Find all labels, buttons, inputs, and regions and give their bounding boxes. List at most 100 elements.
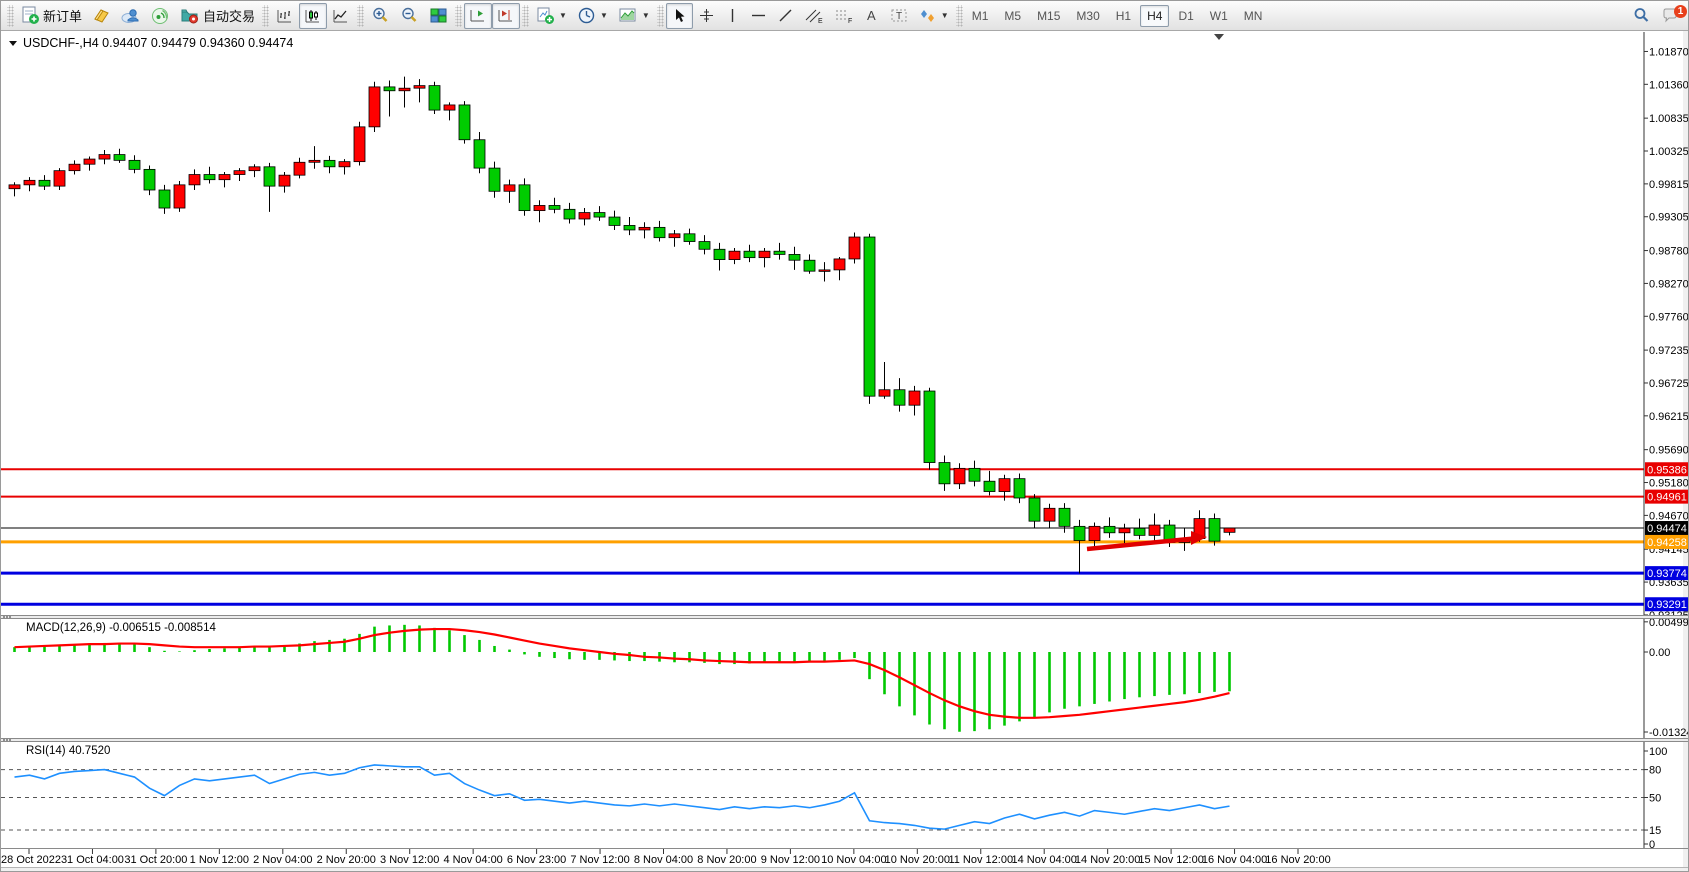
candlestick-chart-icon [305, 9, 320, 22]
candle-body [248, 166, 261, 172]
autotrade-button[interactable]: 自动交易 [175, 3, 260, 29]
candle-body [38, 179, 51, 187]
cursor-tool-button[interactable] [665, 2, 693, 29]
timeframe-m15[interactable]: M15 [1037, 8, 1061, 23]
periods-button[interactable]: ▼ [572, 3, 613, 29]
toolbar-grip[interactable] [7, 4, 14, 27]
candle-body [158, 189, 171, 209]
timeframe-mn[interactable]: MN [1243, 8, 1263, 23]
separator-grip[interactable] [3, 739, 5, 741]
tile-windows-button[interactable] [424, 3, 453, 29]
candle-body [773, 250, 786, 255]
crosshair-tool-button[interactable] [693, 3, 720, 29]
svg-text:F: F [848, 18, 852, 24]
text-tool-button[interactable]: A [859, 3, 885, 29]
templates-caret-icon: ▼ [641, 11, 650, 20]
timeframe-m30[interactable]: M30 [1076, 8, 1100, 23]
notification-badge: 1 [1674, 4, 1687, 18]
new-order-button[interactable]: 新订单 [16, 3, 87, 29]
timeframe-h1[interactable]: H1 [1115, 8, 1132, 23]
symbol-dropdown-icon[interactable] [9, 41, 17, 46]
main-pane[interactable] [1, 34, 1644, 606]
toolbar-grip[interactable] [262, 4, 270, 27]
history-center-button[interactable] [87, 3, 116, 29]
fibonacci-tool-button[interactable]: F [829, 3, 859, 29]
toolbar-grip[interactable] [955, 4, 963, 27]
price-tick-label: 0.97760 [1649, 311, 1689, 323]
pane-separator[interactable] [1, 615, 1689, 619]
chart-shift-button[interactable] [492, 2, 521, 29]
vertical-line-tool-button[interactable] [720, 3, 745, 29]
equidistant-channel-icon: E [805, 9, 823, 24]
notifications-button[interactable]: 1 [1656, 3, 1687, 29]
trendline-tool-button[interactable] [772, 3, 799, 29]
price-badge-label: 0.93774 [1647, 568, 1687, 580]
time-tick-label: 31 Oct 20:00 [124, 854, 187, 866]
candle-body [278, 174, 291, 187]
separator-grip[interactable] [3, 616, 5, 618]
toolbar-grip[interactable] [357, 4, 365, 27]
rsi-pane[interactable]: RSI(14) 40.7520 [1, 745, 1644, 831]
candle-body [308, 159, 321, 163]
candlestick-chart-button[interactable] [299, 2, 328, 29]
toolbar-grip[interactable] [455, 4, 463, 27]
bar-chart-button[interactable] [271, 3, 299, 29]
trend-arrow[interactable] [1086, 535, 1200, 552]
time-tick-label: 10 Nov 20:00 [885, 854, 950, 866]
new-order-label: 新订单 [43, 9, 83, 24]
templates-button[interactable]: ▼ [613, 3, 655, 29]
candle-body [1013, 478, 1026, 499]
candle-body [443, 104, 456, 111]
toolbar-grip[interactable] [656, 4, 664, 27]
tile-windows-icon [430, 8, 447, 23]
horizontal-line-tool-button[interactable] [745, 3, 772, 29]
price-badge-label: 0.94474 [1647, 523, 1687, 535]
candle-body [983, 480, 996, 492]
time-tick-label: 16 Nov 04:00 [1202, 854, 1267, 866]
macd-tick-label: 0.00 [1649, 647, 1670, 659]
timeframe-w1[interactable]: W1 [1209, 8, 1228, 23]
pane-separator[interactable] [1, 738, 1689, 742]
separator-grip[interactable] [9, 739, 11, 741]
macd-pane[interactable]: MACD(12,26,9) -0.006515 -0.008514 [13, 622, 1231, 732]
timeframe-h4[interactable]: H4 [1140, 4, 1170, 27]
separator-grip[interactable] [9, 616, 11, 618]
separator-grip[interactable] [6, 739, 8, 741]
zoom-in-button[interactable] [366, 3, 395, 29]
time-tick-label: 15 Nov 12:00 [1138, 854, 1203, 866]
signals-button[interactable] [146, 3, 175, 29]
trend-arrow-head[interactable] [1191, 531, 1207, 545]
indicators-button[interactable]: ▼ [531, 3, 572, 29]
time-tick-label: 11 Nov 12:00 [948, 854, 1013, 866]
line-chart-button[interactable] [327, 3, 355, 29]
timeframe-d1[interactable]: D1 [1178, 8, 1194, 23]
auto-scroll-button[interactable] [464, 2, 493, 29]
periods-caret-icon: ▼ [599, 11, 608, 20]
candle-body [833, 258, 846, 271]
candle-body [83, 158, 96, 165]
search-button[interactable] [1627, 3, 1656, 29]
macd-tick-label: 0.004996 [1649, 617, 1689, 629]
candle-body [1118, 527, 1131, 534]
text-label-tool-button[interactable]: T [885, 3, 914, 29]
price-badge-label: 0.94961 [1647, 492, 1687, 504]
timeframe-m1[interactable]: M1 [971, 8, 989, 23]
price-tick-label: 0.98780 [1649, 246, 1689, 258]
zoom-out-button[interactable] [395, 3, 424, 29]
arrows-tool-button[interactable]: ▼ [914, 3, 954, 29]
time-tick-label: 6 Nov 23:00 [507, 854, 566, 866]
rsi-label: RSI(14) 40.7520 [26, 745, 110, 757]
price-badge [1645, 489, 1688, 504]
separator-grip[interactable] [6, 616, 8, 618]
timeframe-m5[interactable]: M5 [1004, 8, 1022, 23]
horizontal-line-icon [751, 14, 765, 17]
toolbar-grip[interactable] [522, 4, 530, 27]
candle-body [563, 208, 576, 220]
candle-body [818, 269, 831, 272]
indicators-caret-icon: ▼ [559, 11, 567, 20]
candle-body [338, 161, 351, 168]
channel-tool-button[interactable]: E [799, 3, 829, 29]
market-watch-button[interactable] [116, 3, 146, 29]
